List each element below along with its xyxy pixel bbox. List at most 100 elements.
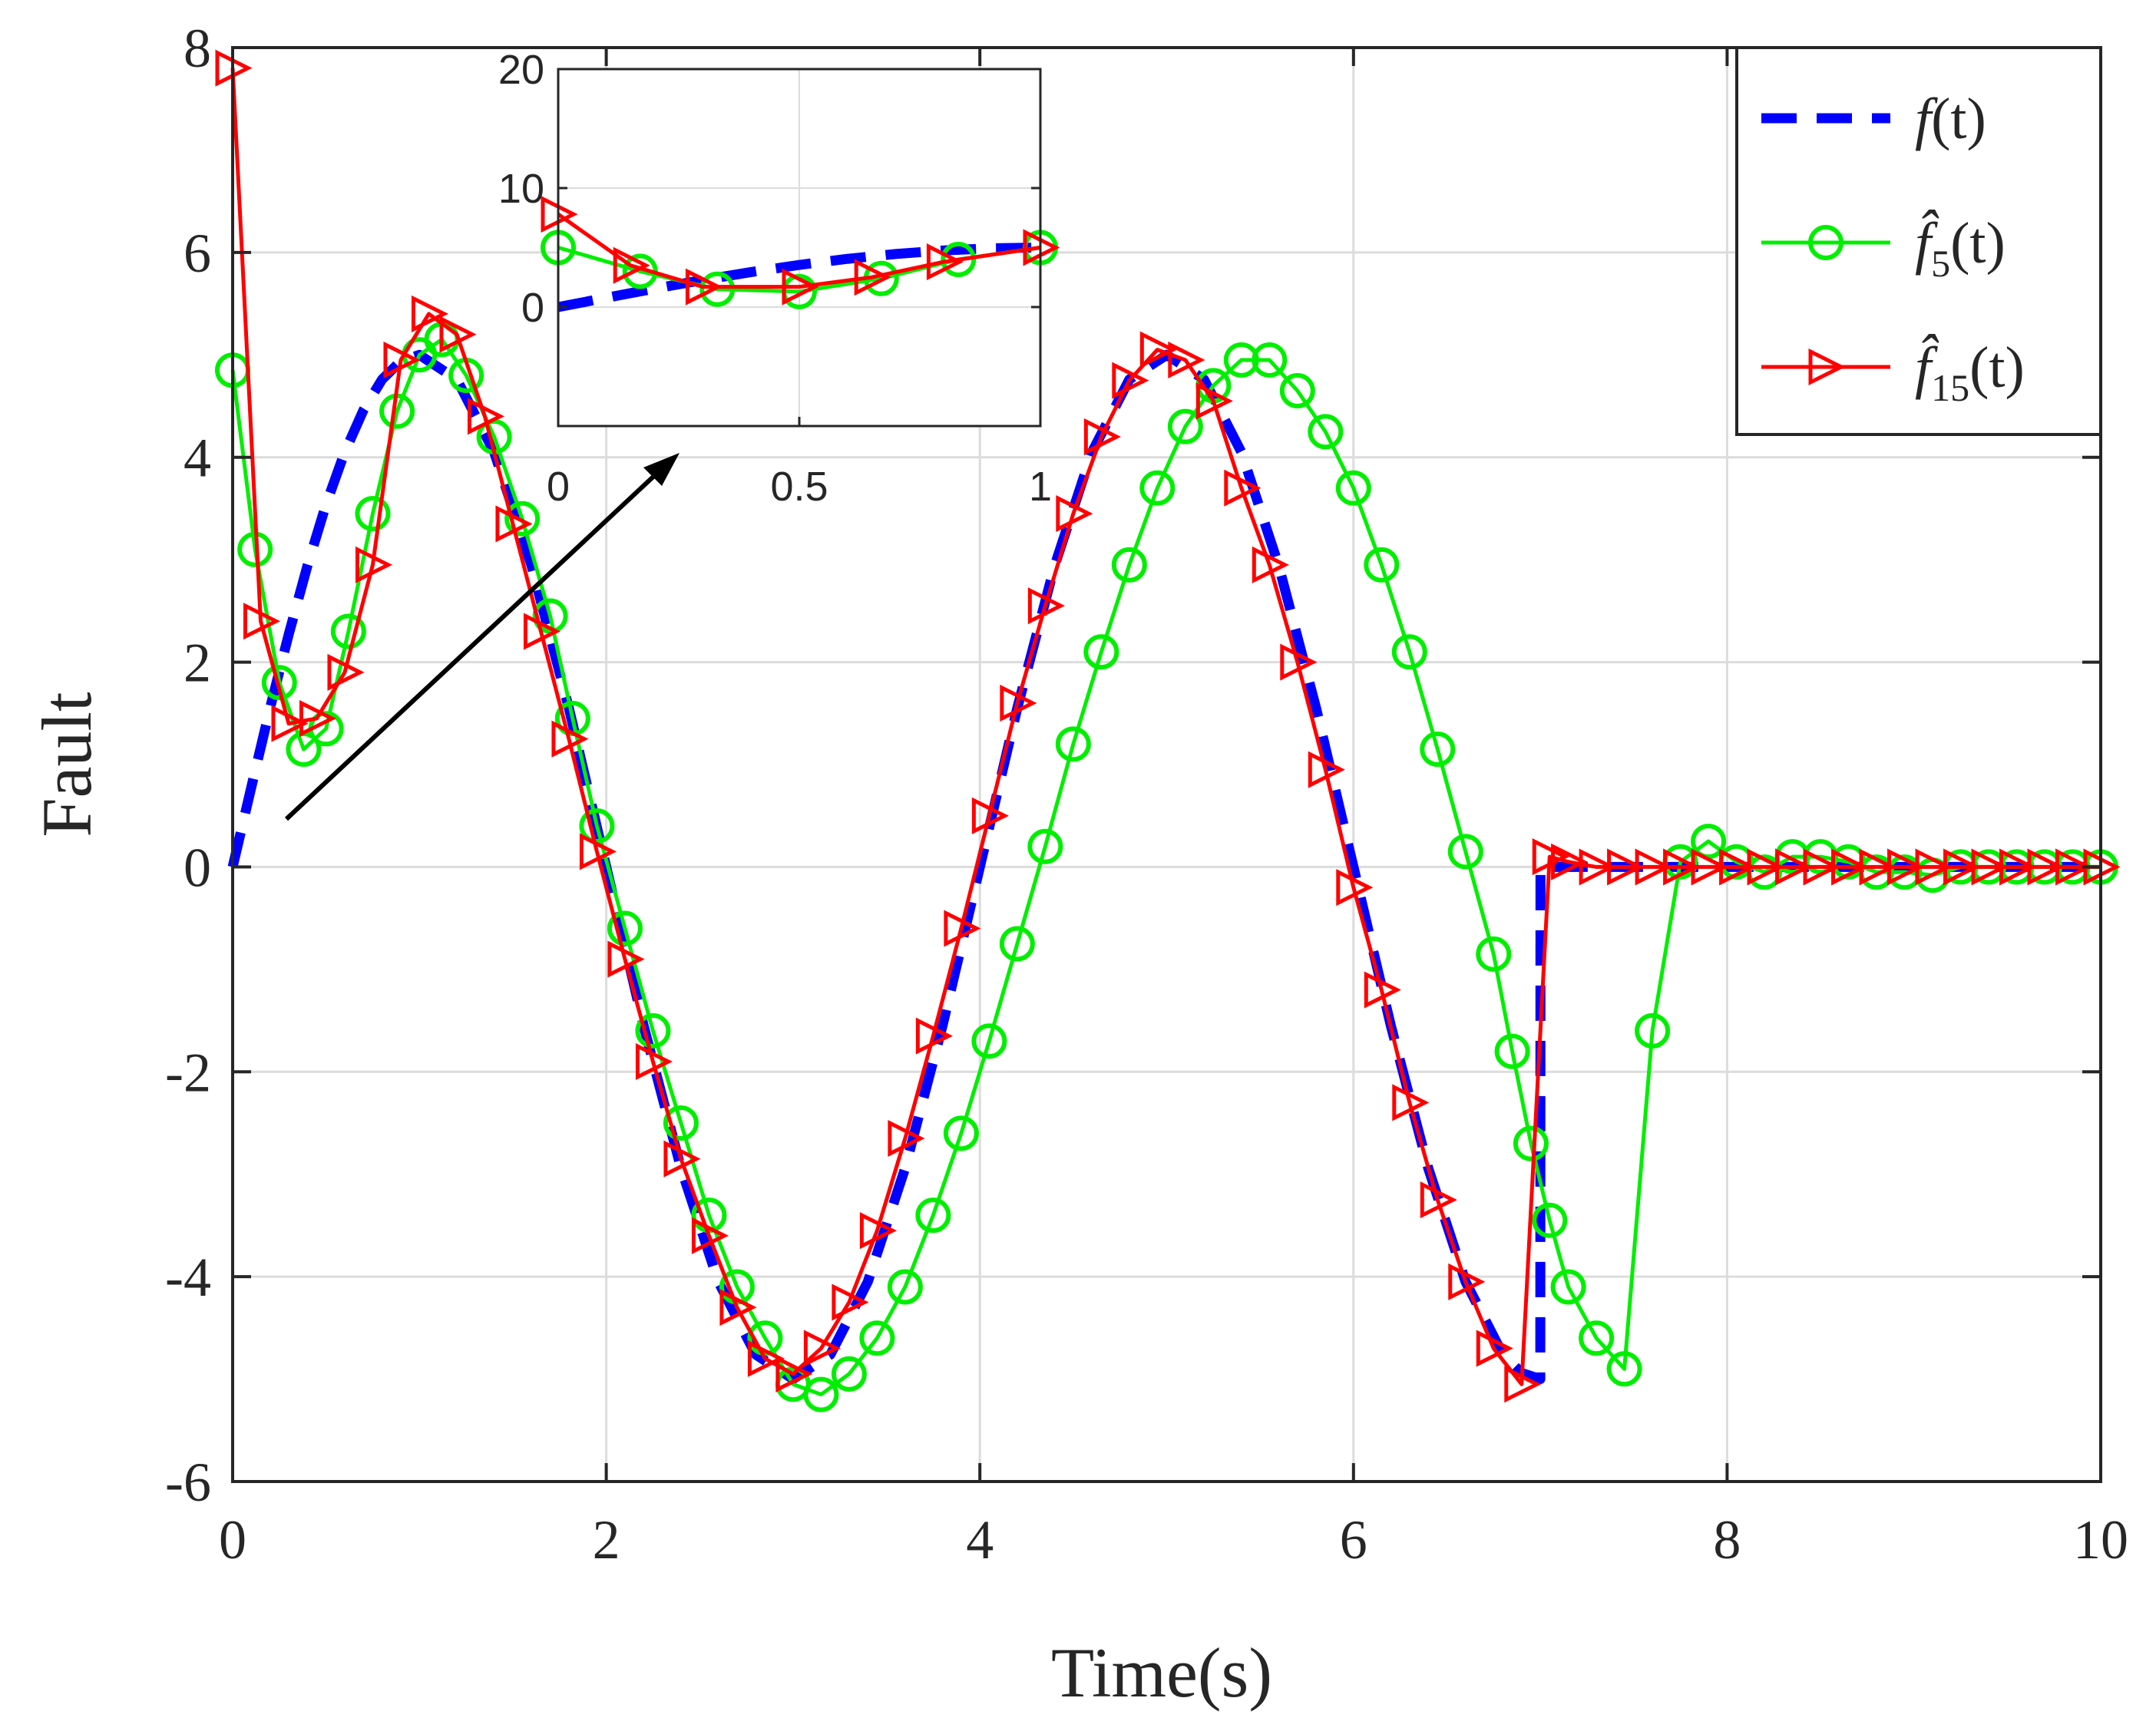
data-point (383, 341, 421, 379)
data-point (355, 546, 393, 583)
main-plot-frame (231, 46, 2102, 1483)
data-point (941, 242, 977, 277)
data-point (691, 1217, 729, 1254)
data-point (1532, 838, 1569, 876)
series-line (557, 243, 1041, 312)
data-point (915, 1017, 953, 1055)
data-point (859, 1320, 895, 1356)
data-point (747, 1340, 785, 1377)
data-point (971, 797, 1009, 834)
data-point (1635, 848, 1672, 886)
data-point (1364, 971, 1401, 1009)
zoom-arrow (284, 462, 669, 821)
data-point (1859, 848, 1896, 886)
data-point (1476, 936, 1512, 972)
data-point (1056, 495, 1093, 533)
data-point (1223, 342, 1259, 378)
data-point (1139, 331, 1177, 368)
data-point (747, 1320, 783, 1356)
data-point (1606, 1351, 1642, 1387)
data-point (2055, 848, 2093, 886)
data-point (685, 268, 723, 306)
data-point (1420, 731, 1456, 767)
data-point (719, 1289, 757, 1326)
series-f̂15(t) (215, 49, 2121, 1403)
data-point (888, 1119, 925, 1158)
data-point (999, 926, 1035, 962)
data-point (944, 910, 981, 947)
y-tick-label: -6 (165, 1452, 211, 1513)
data-point (1579, 1320, 1615, 1356)
data-point (1476, 1330, 1513, 1367)
data-point (1111, 547, 1147, 583)
data-point (355, 496, 391, 532)
inset-ticks (557, 68, 1042, 426)
legend-marker (1808, 348, 1846, 386)
data-point (803, 1376, 839, 1412)
data-point (1532, 1202, 1568, 1238)
legend: f(t) f̂5(t) f̂15(t) (1735, 46, 2102, 436)
data-point (1335, 470, 1371, 506)
x-tick-label: 4 (966, 1509, 994, 1571)
data-point (261, 665, 297, 701)
data-point (1915, 848, 1953, 886)
data-point (299, 699, 337, 738)
data-point (832, 1283, 869, 1321)
data-point (1027, 828, 1063, 864)
inset-y-tick-label: 20 (498, 47, 544, 93)
series-line (557, 213, 1041, 289)
data-point (1579, 848, 1616, 886)
legend-subscript: 5 (1931, 242, 1950, 285)
data-point (635, 1042, 673, 1080)
legend-item: f̂5(t) (1761, 209, 2006, 285)
y-tick-label: 0 (184, 837, 211, 898)
data-point (1448, 1263, 1486, 1300)
data-point (1391, 634, 1427, 670)
legend-argument: (t) (1969, 335, 2025, 400)
x-tick-label: 10 (2073, 1509, 2128, 1571)
data-point (943, 1115, 979, 1151)
data-point (887, 1269, 923, 1305)
data-point (831, 1356, 867, 1392)
data-point (579, 833, 617, 870)
data-point (523, 613, 561, 650)
main-series (215, 49, 2121, 1412)
data-point (1513, 1125, 1549, 1161)
legend-item: f̂15(t) (1761, 333, 2025, 409)
data-point (1803, 848, 1840, 886)
data-point (971, 1023, 1007, 1059)
inset-y-tick-label: 0 (521, 285, 544, 331)
data-point (1224, 469, 1262, 507)
data-point (607, 940, 645, 978)
data-point (439, 315, 477, 353)
y-axis-title: Fault (28, 692, 106, 837)
data-point (1083, 634, 1119, 670)
data-point (1420, 1181, 1457, 1219)
legend-argument: (t) (1950, 211, 2006, 276)
data-point (1635, 1013, 1671, 1049)
data-point (1000, 684, 1037, 722)
data-point (663, 1105, 699, 1141)
data-point (775, 1355, 813, 1392)
x-axis-title: Time(s) (1051, 1634, 1272, 1712)
data-point (635, 1013, 671, 1049)
inset-x-tick-label: 0 (547, 464, 570, 510)
data-point (663, 1140, 701, 1178)
legend-label: f̂15(t) (1915, 333, 2025, 409)
data-point (854, 259, 891, 296)
data-point (271, 705, 309, 742)
legend-subscript: 15 (1931, 366, 1969, 409)
data-point (1747, 848, 1784, 886)
data-point (1887, 848, 1925, 886)
data-point (1691, 824, 1727, 860)
zoom-arrow-head (643, 453, 680, 486)
data-point (551, 720, 589, 758)
data-point (327, 653, 365, 691)
data-point (1691, 848, 1728, 886)
y-tick-label: 2 (184, 633, 211, 694)
y-tick-label: 8 (184, 18, 211, 79)
inset-y-tick-label: 10 (498, 166, 544, 212)
main-ticks (231, 46, 2102, 1483)
data-point (495, 505, 533, 543)
